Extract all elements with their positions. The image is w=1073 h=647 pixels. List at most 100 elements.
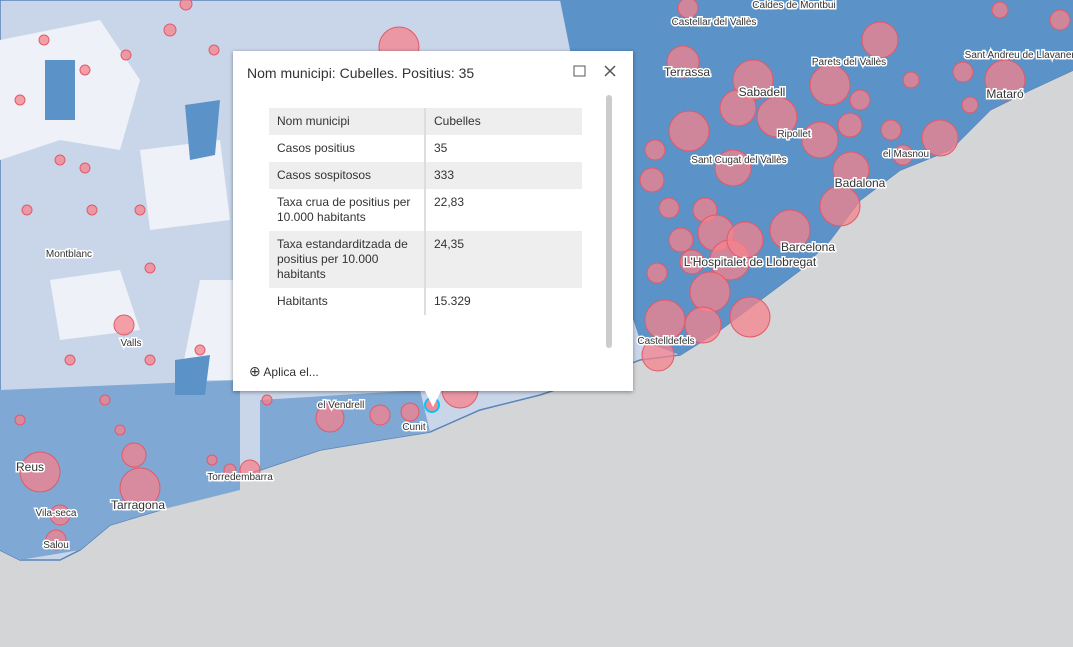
- case-circle[interactable]: [14, 414, 26, 426]
- case-circle[interactable]: [677, 0, 699, 19]
- case-circle[interactable]: [21, 204, 33, 216]
- case-circle[interactable]: [809, 64, 851, 106]
- place-label: Terrassa: [664, 65, 710, 79]
- case-circle[interactable]: [849, 89, 871, 111]
- case-circle[interactable]: [38, 34, 50, 46]
- attribute-table: Nom municipi Cubelles Casos positius 35 Caso…: [269, 108, 582, 315]
- place-label: el Masnou: [883, 149, 929, 160]
- case-circle[interactable]: [769, 209, 811, 251]
- case-circle[interactable]: [315, 403, 345, 433]
- place-label: Mataró: [986, 87, 1024, 101]
- case-circle[interactable]: [54, 154, 66, 166]
- region: [45, 60, 220, 395]
- case-circle[interactable]: [121, 442, 147, 468]
- value-cell: 22,83: [434, 195, 465, 209]
- action-label: Aplica el...: [263, 365, 319, 379]
- field-cell: Habitants: [269, 288, 426, 315]
- case-circle[interactable]: [639, 167, 665, 193]
- case-circle[interactable]: [86, 204, 98, 216]
- case-circle[interactable]: [64, 354, 76, 366]
- case-circle[interactable]: [668, 110, 710, 152]
- case-circle[interactable]: [756, 96, 798, 138]
- close-button[interactable]: [604, 65, 616, 77]
- place-label: Torredembarra: [207, 472, 273, 483]
- place-label: Sant Andreu de Llavaneres: [965, 50, 1073, 61]
- case-circle[interactable]: [641, 338, 675, 372]
- region: [0, 380, 430, 560]
- zoom-action[interactable]: ⊕ Aplica el...: [249, 363, 319, 379]
- popup: Nom municipi: Cubelles. Positius: 35 Nom…: [233, 51, 633, 407]
- case-circle[interactable]: [837, 112, 863, 138]
- case-circle[interactable]: [666, 45, 700, 79]
- table-row: Habitants 15.329: [269, 288, 582, 315]
- case-circle[interactable]: [880, 119, 902, 141]
- value-cell: 333: [425, 162, 582, 189]
- scrollbar[interactable]: [606, 95, 612, 348]
- case-circle[interactable]: [832, 151, 870, 189]
- case-circle[interactable]: [984, 59, 1026, 101]
- case-circle[interactable]: [206, 454, 218, 466]
- place-label: Ripollet: [777, 129, 811, 140]
- case-circle[interactable]: [991, 1, 1009, 19]
- case-circle[interactable]: [668, 227, 694, 253]
- case-circle[interactable]: [644, 299, 686, 341]
- place-label: Sant Cugat del Vallès: [691, 155, 786, 166]
- case-circle[interactable]: [1049, 9, 1071, 31]
- case-circle[interactable]: [952, 61, 974, 83]
- case-circle[interactable]: [801, 121, 839, 159]
- case-circle[interactable]: [369, 404, 391, 426]
- table-row: Casos positius 35: [269, 135, 582, 162]
- case-circle[interactable]: [179, 0, 193, 11]
- case-circle[interactable]: [144, 262, 156, 274]
- case-circle[interactable]: [163, 23, 177, 37]
- case-circle[interactable]: [684, 306, 722, 344]
- case-circle[interactable]: [861, 21, 899, 59]
- case-circle[interactable]: [223, 463, 237, 477]
- case-circle[interactable]: [134, 204, 146, 216]
- case-circle[interactable]: [646, 262, 668, 284]
- case-circle[interactable]: [79, 162, 91, 174]
- case-circle[interactable]: [119, 467, 161, 509]
- case-circle[interactable]: [961, 96, 979, 114]
- case-circle[interactable]: [902, 71, 920, 89]
- field-cell: Taxa crua de positius per 10.000 habitan…: [269, 189, 426, 231]
- case-circle[interactable]: [113, 314, 135, 336]
- case-circle[interactable]: [658, 197, 680, 219]
- case-circle[interactable]: [400, 402, 420, 422]
- case-circle[interactable]: [726, 221, 764, 259]
- case-circle[interactable]: [114, 424, 126, 436]
- case-circle[interactable]: [729, 296, 771, 338]
- case-circle[interactable]: [120, 49, 132, 61]
- case-circle[interactable]: [819, 185, 861, 227]
- place-label: Caldes de Montbui: [752, 0, 835, 11]
- place-label: Badalona: [835, 176, 886, 190]
- case-circle[interactable]: [194, 344, 206, 356]
- case-circle[interactable]: [644, 139, 666, 161]
- case-circle[interactable]: [719, 89, 757, 127]
- case-circle[interactable]: [99, 394, 111, 406]
- field-cell: Casos positius: [269, 135, 426, 162]
- place-label: el Vendrell: [318, 400, 365, 411]
- place-label: Barcelona: [781, 240, 835, 254]
- case-circle[interactable]: [19, 451, 61, 493]
- case-circle[interactable]: [714, 149, 752, 187]
- place-label: Vila-seca: [36, 508, 77, 519]
- dock-button[interactable]: [573, 65, 586, 77]
- case-circle[interactable]: [261, 394, 273, 406]
- case-circle[interactable]: [679, 249, 705, 275]
- case-circle[interactable]: [208, 44, 220, 56]
- place-label: Parets del Vallès: [812, 57, 886, 68]
- popup-title: Nom municipi: Cubelles. Positius: 35: [247, 65, 475, 81]
- place-label: Sabadell: [739, 85, 786, 99]
- case-circle[interactable]: [144, 354, 156, 366]
- case-circle[interactable]: [45, 529, 67, 551]
- case-circle[interactable]: [689, 271, 731, 313]
- case-circle[interactable]: [239, 459, 261, 481]
- case-circle[interactable]: [892, 144, 914, 166]
- case-circle[interactable]: [14, 94, 26, 106]
- case-circle[interactable]: [921, 119, 959, 157]
- case-circle[interactable]: [49, 504, 71, 526]
- place-label: Valls: [121, 338, 142, 349]
- case-circle[interactable]: [79, 64, 91, 76]
